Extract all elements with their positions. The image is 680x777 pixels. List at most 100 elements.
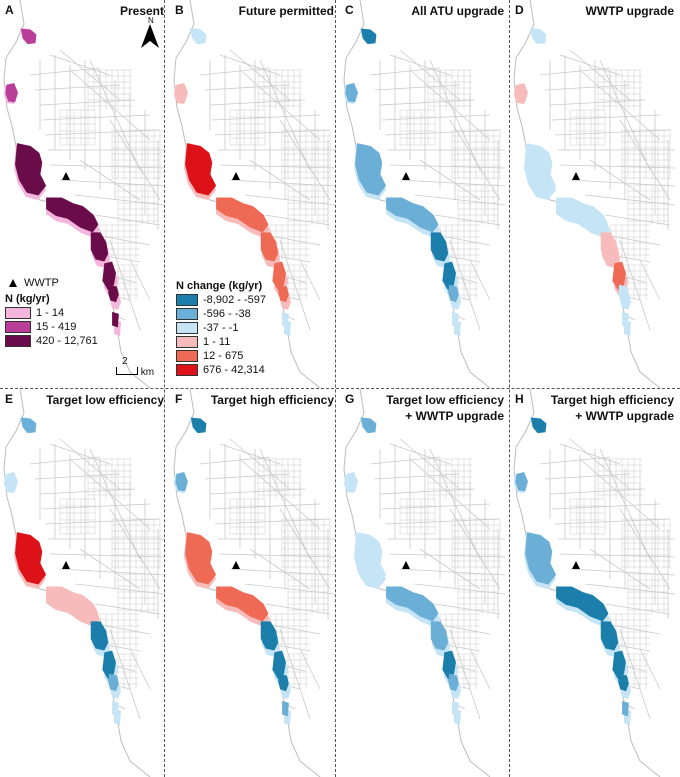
legend-swatch xyxy=(176,364,198,376)
zone-z4 xyxy=(216,586,269,622)
panel-label: F xyxy=(175,392,183,406)
scale-bar-icon xyxy=(116,367,138,375)
panel-label: A xyxy=(5,3,14,17)
septic-zones xyxy=(344,28,461,336)
road-network xyxy=(369,438,506,720)
panel-title-line: Target high efficiency xyxy=(210,393,334,407)
zone-z6 xyxy=(272,261,286,291)
zone-z7 xyxy=(448,673,459,692)
legend-swatch xyxy=(176,322,198,334)
panel-label: C xyxy=(345,3,354,17)
septic-zones xyxy=(174,28,291,336)
zone-z3 xyxy=(525,532,557,585)
septic-zones xyxy=(174,417,291,725)
panel-label: G xyxy=(345,392,355,406)
map-canvas xyxy=(343,0,506,388)
septic-zones xyxy=(4,28,121,336)
zone-z1 xyxy=(20,28,37,45)
legend-present: WWTP N (kg/yr) 1 - 14 15 - 419 420 - 12,… xyxy=(5,277,98,348)
zone-z5 xyxy=(90,621,109,651)
legend-change-item: -8,902 - -597 xyxy=(176,293,266,307)
zone-z5 xyxy=(260,621,279,651)
zone-z2 xyxy=(5,82,18,103)
zone-z8 xyxy=(282,311,289,328)
zone-z5 xyxy=(600,621,619,651)
zone-z6 xyxy=(442,261,456,291)
panel-b: B Future permitted xyxy=(170,0,340,388)
zone-z7 xyxy=(278,673,289,692)
panel-e: E Target low efficiency xyxy=(0,389,170,777)
zone-z2 xyxy=(5,471,18,492)
zone-z3 xyxy=(355,532,387,585)
panel-title: Target high efficiency + WWTP upgrade xyxy=(551,392,674,424)
wwtp-triangle-icon xyxy=(9,279,17,287)
zone-z4 xyxy=(386,197,439,233)
zone-z5 xyxy=(430,232,449,262)
zone-z3 xyxy=(15,532,47,585)
zone-z2 xyxy=(515,471,528,492)
legend-change: N change (kg/yr) -8,902 - -597 -596 - -3… xyxy=(176,280,266,377)
legend-change-item: -596 - -38 xyxy=(176,307,266,321)
zone-z6 xyxy=(612,261,626,291)
zone-z8 xyxy=(112,311,119,328)
map-canvas xyxy=(173,0,336,388)
panel-title-line: Target low efficiency xyxy=(46,393,164,407)
zone-z7 xyxy=(108,284,119,303)
panel-a: A Present xyxy=(0,0,170,388)
map-canvas xyxy=(3,389,166,777)
zone-z1 xyxy=(190,28,207,45)
zone-z2 xyxy=(175,471,188,492)
legend-item-label: 15 - 419 xyxy=(36,321,77,333)
legend-swatch xyxy=(176,294,198,306)
wwtp-marker-icon xyxy=(232,561,240,569)
zone-z4 xyxy=(556,586,609,622)
map-canvas xyxy=(173,389,336,777)
legend-wwtp-label: WWTP xyxy=(24,277,59,289)
panel-title: Target low efficiency xyxy=(46,392,164,408)
legend-present-item: 1 - 14 xyxy=(5,306,98,320)
legend-change-title: N change (kg/yr) xyxy=(176,280,263,292)
zone-z7 xyxy=(618,284,629,303)
map-canvas xyxy=(3,0,166,388)
panel-title-line: Target high efficiency xyxy=(550,393,674,407)
zone-z4 xyxy=(46,586,99,622)
scale-value: 2 xyxy=(122,356,128,367)
road-network xyxy=(369,49,506,331)
zone-z8 xyxy=(112,700,119,717)
panel-title-line: Target low efficiency xyxy=(386,393,504,407)
panel-title: Target high efficiency xyxy=(211,392,334,408)
north-arrow: N xyxy=(140,16,160,55)
zone-z5 xyxy=(430,621,449,651)
panel-title-line: + WWTP upgrade xyxy=(405,409,504,423)
panel-title-line: Future permitted xyxy=(238,4,334,18)
road-network xyxy=(539,49,676,331)
panel-label: D xyxy=(515,3,524,17)
legend-swatch xyxy=(5,307,31,319)
road-network xyxy=(539,438,676,720)
panel-c: C All ATU upgrade xyxy=(340,0,510,388)
zone-z1 xyxy=(530,28,547,45)
panel-title: Future permitted xyxy=(239,3,334,19)
wwtp-marker-icon xyxy=(232,172,240,180)
legend-swatch xyxy=(176,308,198,320)
legend-swatch xyxy=(176,350,198,362)
zone-z5 xyxy=(600,232,619,262)
legend-item-label: 420 - 12,761 xyxy=(36,335,98,347)
wwtp-marker-icon xyxy=(62,172,70,180)
map-canvas xyxy=(513,389,676,777)
zone-z3 xyxy=(355,143,387,196)
zone-z8 xyxy=(622,700,629,717)
map-canvas xyxy=(343,389,506,777)
legend-item-label: -37 - -1 xyxy=(203,322,239,334)
legend-swatch xyxy=(5,335,31,347)
road-network xyxy=(29,49,166,331)
scale-bar: 2 km xyxy=(116,356,154,378)
wwtp-marker-icon xyxy=(402,172,410,180)
panel-g: G Target low efficiency + WWTP upgrade xyxy=(340,389,510,777)
zone-z7 xyxy=(108,673,119,692)
zone-z7 xyxy=(618,673,629,692)
panel-title: All ATU upgrade xyxy=(411,3,504,19)
panel-title: Present xyxy=(120,3,164,19)
zone-z4 xyxy=(216,197,269,233)
legend-change-item: 12 - 675 xyxy=(176,349,266,363)
